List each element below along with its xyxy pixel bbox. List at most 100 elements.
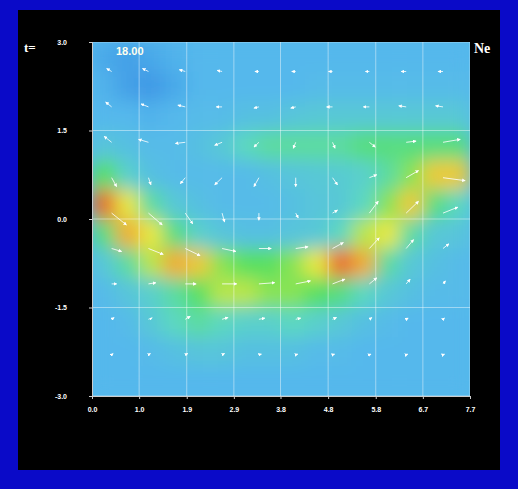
heat-cell <box>446 72 470 102</box>
vector-arrow <box>443 281 445 284</box>
heat-cell <box>399 337 423 367</box>
heat-cell <box>92 367 116 397</box>
grid-line <box>92 130 470 131</box>
heat-cell <box>281 101 305 131</box>
heat-cell <box>116 219 140 249</box>
heat-cell <box>328 219 352 249</box>
vector-arrow <box>369 354 370 356</box>
tick-label: 3.0 <box>57 39 67 46</box>
vector-arrow <box>406 240 413 249</box>
tick: 5.8 <box>371 396 381 413</box>
heat-cell <box>163 101 188 131</box>
heat-cell <box>328 278 352 308</box>
tick-label: 3.8 <box>276 406 286 413</box>
tick-label: -3.0 <box>55 393 67 400</box>
heat-cell <box>234 42 258 72</box>
tick-mark <box>187 396 188 399</box>
vector-arrow <box>363 106 369 107</box>
title: Ne <box>474 41 490 56</box>
vector-arrow <box>215 142 222 145</box>
vector-arrow <box>293 142 295 148</box>
heat-cell <box>116 367 140 397</box>
heat-cell <box>139 308 163 338</box>
tick-mark <box>89 219 92 220</box>
heat-cell <box>423 42 447 72</box>
vector-arrow <box>175 142 185 143</box>
heat-cell <box>399 131 423 161</box>
vector-arrow <box>259 318 265 319</box>
heat-cell <box>423 190 447 220</box>
vector-arrow <box>258 213 259 220</box>
tick-mark <box>89 131 92 132</box>
heat-cell <box>257 131 281 161</box>
tick-label: -1.5 <box>55 304 67 311</box>
heat-cell <box>210 337 234 367</box>
heat-cell <box>210 367 234 397</box>
vector-arrow <box>296 213 298 218</box>
heat-cell <box>281 367 305 397</box>
heat-cell <box>187 249 211 279</box>
vector-arrow <box>443 354 444 356</box>
heat-cell <box>234 337 258 367</box>
heat-cell <box>281 249 305 279</box>
heat-cell <box>163 337 188 367</box>
vector-arrow <box>369 278 376 284</box>
heat-cell <box>139 72 163 102</box>
heat-cell <box>446 160 470 190</box>
vector-arrow <box>112 318 114 320</box>
vector-arrow <box>369 318 371 320</box>
heat-cell <box>328 308 352 338</box>
heat-cell <box>210 308 234 338</box>
vector-arrow <box>259 248 271 249</box>
heat-cell <box>446 101 470 131</box>
tick-label: 1.5 <box>57 127 67 134</box>
heat-cell <box>163 42 188 72</box>
vector-arrow <box>296 354 298 356</box>
heat-cell <box>210 160 234 190</box>
tick-mark <box>376 396 377 399</box>
heat-cell <box>257 190 281 220</box>
tick: 1.0 <box>135 396 145 413</box>
tick-mark <box>234 396 235 399</box>
heat-cell <box>257 101 281 131</box>
heat-cell <box>210 101 234 131</box>
heat-cell <box>352 278 377 308</box>
tick-mark <box>89 396 92 397</box>
vector-arrow <box>106 102 112 107</box>
tick: 7.7 <box>466 396 476 413</box>
heat-cell <box>92 131 116 161</box>
panel <box>18 10 500 470</box>
heat-cell <box>399 219 423 249</box>
heat-cell <box>187 367 211 397</box>
vector-arrow <box>222 249 236 252</box>
grid-line <box>92 307 470 308</box>
heat-cell <box>423 367 447 397</box>
heatmap <box>92 42 470 396</box>
time-value: 18.00 <box>116 45 144 57</box>
heat-cell <box>399 101 423 131</box>
vector-arrow <box>112 354 113 355</box>
vector-arrow <box>399 106 406 107</box>
heat-cell <box>257 219 281 249</box>
heat-cell <box>446 278 470 308</box>
vector-arrow <box>292 71 296 72</box>
heat-cell <box>163 219 188 249</box>
heat-cell <box>423 278 447 308</box>
grid <box>92 42 470 396</box>
vector-arrow <box>179 70 185 72</box>
heat-cell <box>163 278 188 308</box>
heat-cell <box>92 72 116 102</box>
heat-cell <box>234 190 258 220</box>
heat-cell <box>281 72 305 102</box>
heat-cell <box>210 278 234 308</box>
heat-cell <box>399 278 423 308</box>
heat-cell <box>305 367 329 397</box>
vector-arrow <box>406 201 418 213</box>
heat-cell <box>210 72 234 102</box>
vector-arrow <box>216 106 222 107</box>
tick-label: 4.8 <box>324 406 334 413</box>
heat-cell <box>92 160 116 190</box>
heat-cell <box>305 101 329 131</box>
heat-cell <box>163 160 188 190</box>
tick-mark <box>470 396 471 399</box>
